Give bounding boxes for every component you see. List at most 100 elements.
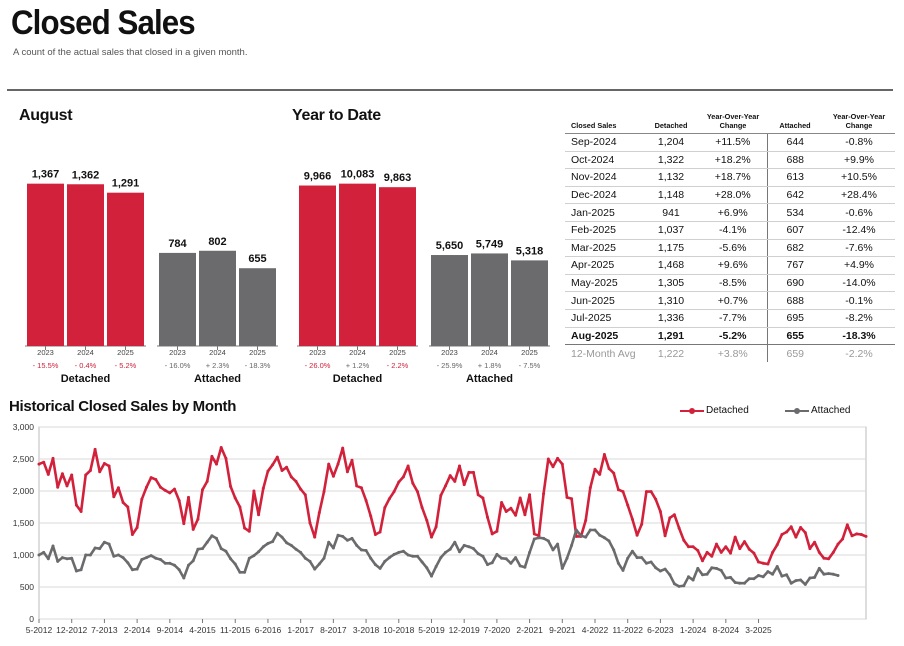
table-cell: +6.9% (699, 203, 768, 222)
detached-point (60, 472, 64, 476)
table-row: Jan-2025 941 +6.9% 534 -0.6% (565, 203, 895, 222)
table-cell: 1,148 (643, 186, 699, 205)
x-tick-label: 8-2024 (713, 625, 740, 635)
y-tick-label: 1,000 (13, 550, 35, 560)
table-cell: 1,037 (643, 221, 699, 240)
ytd-detached-bar-2025 (379, 187, 416, 346)
attached-point (687, 575, 690, 579)
ytd-detached-year-2024: 2024 (349, 348, 366, 357)
attached-point (313, 567, 317, 571)
attached-point (42, 550, 46, 554)
detached-point (850, 534, 854, 538)
attached-point (467, 545, 471, 549)
table-cell: 1,336 (643, 309, 699, 328)
ytd-detached-value-2023: 9,966 (304, 171, 332, 183)
attached-point (345, 538, 349, 542)
attached-point (163, 561, 167, 565)
ytd-attached-group-label: Attached (466, 373, 513, 385)
attached-point (808, 576, 812, 580)
x-tick-label: 9-2014 (157, 625, 184, 635)
detached-point (163, 488, 167, 492)
detached-point (121, 501, 125, 504)
detached-point (630, 517, 634, 521)
detached-point (238, 505, 242, 509)
x-tick-label: 8-2017 (320, 625, 347, 635)
table-cell: Oct-2024 (565, 151, 643, 170)
detached-point (79, 510, 83, 513)
attached-point (472, 547, 475, 551)
attached-point (191, 559, 195, 563)
august-detached-bar-2025 (107, 192, 144, 346)
attached-point (93, 546, 97, 550)
attached-point (271, 540, 275, 544)
attached-point (243, 570, 247, 574)
attached-point (126, 561, 130, 565)
x-tick-label: 1-2017 (287, 625, 314, 635)
x-tick-label: 12-2019 (449, 625, 480, 635)
detached-point (182, 522, 186, 526)
table-cell: +9.9% (823, 151, 895, 170)
attached-point (65, 557, 69, 561)
attached-point (822, 572, 826, 576)
table-cell: 607 (767, 221, 823, 240)
attached-point (453, 540, 457, 544)
august-attached-value-2024: 802 (208, 236, 226, 248)
detached-point (243, 526, 247, 530)
detached-point (761, 561, 765, 565)
detached-point (280, 469, 284, 472)
august-bar-chart: 1,367 2023 - 15.5% 1,362 2024 - 0.4% 1,291 2025… (25, 169, 278, 385)
detached-point (215, 462, 218, 466)
ytd-bar-chart: 9,966 2023 - 26.0% 10,083 2024 + 1.2% 9,863 202… (297, 169, 550, 385)
detached-point (168, 491, 172, 495)
attached-point (149, 554, 153, 558)
detached-point (462, 483, 466, 487)
detached-point (621, 490, 625, 494)
detached-point (602, 453, 606, 456)
attached-point (532, 537, 536, 541)
detached-point (406, 464, 410, 468)
detached-point (416, 490, 419, 494)
detached-point (593, 467, 597, 471)
detached-point (112, 495, 116, 499)
august-attached-year-2025: 2025 (249, 348, 266, 357)
august-attached-year-2023: 2023 (169, 348, 186, 357)
ytd-chart-title: Year to Date (292, 107, 381, 124)
detached-point (439, 494, 443, 497)
attached-point (813, 575, 817, 579)
attached-point (476, 552, 480, 556)
attached-point (383, 559, 387, 563)
x-tick-label: 3-2025 (745, 625, 772, 635)
table-cell: 1,468 (643, 256, 699, 275)
attached-point (640, 556, 644, 560)
attached-point (411, 554, 415, 558)
attached-point (364, 549, 368, 552)
x-tick-label: 4-2022 (582, 625, 609, 635)
table-cell: -4.1% (699, 221, 768, 240)
detached-point (219, 446, 223, 449)
detached-point (247, 529, 251, 533)
table-row: Sep-2024 1,204 +11.5% 644 -0.8% (565, 133, 895, 152)
attached-point (486, 563, 489, 567)
attached-point (630, 549, 634, 553)
attached-point (481, 554, 485, 558)
legend-detached-swatch (680, 407, 704, 414)
detached-point (177, 499, 181, 503)
y-tick-label: 0 (29, 614, 34, 624)
y-tick-label: 1,500 (13, 518, 35, 528)
attached-point (140, 558, 144, 561)
x-tick-label: 5-2012 (26, 625, 53, 635)
august-attached-value-2023: 784 (168, 238, 187, 250)
attached-point (430, 574, 433, 578)
attached-point (56, 559, 60, 563)
attached-point (308, 559, 312, 563)
attached-point (233, 562, 237, 566)
detached-point (691, 545, 695, 549)
ytd-attached-change-2024: + 1.8% (478, 361, 502, 370)
attached-point (775, 565, 779, 568)
table-cell: +3.8% (699, 344, 768, 363)
detached-point (542, 492, 546, 496)
table-cell: -0.1% (823, 291, 895, 310)
detached-point (822, 556, 826, 560)
attached-point (528, 550, 532, 554)
attached-point (84, 553, 88, 557)
